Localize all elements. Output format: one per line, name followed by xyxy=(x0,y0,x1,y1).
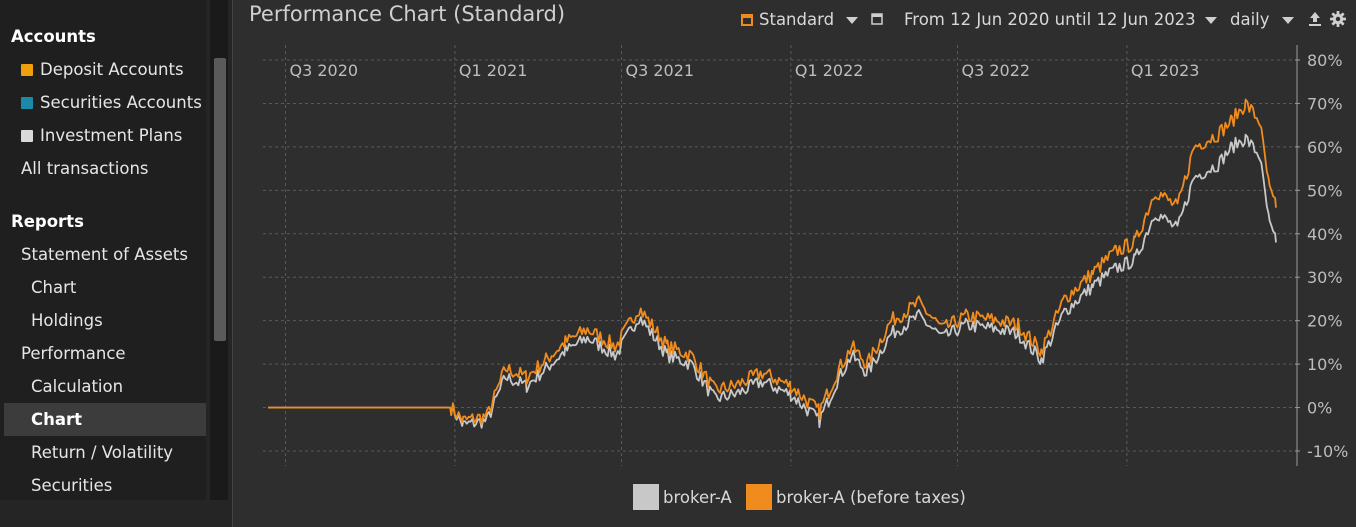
y-tick-label: 20% xyxy=(1307,312,1343,331)
y-tick-label: 30% xyxy=(1307,268,1343,287)
nav-securities[interactable]: Securities xyxy=(31,476,113,495)
y-tick-label: 70% xyxy=(1307,94,1343,113)
y-tick-label: 80% xyxy=(1307,51,1343,70)
nav-statement-chart[interactable]: Chart xyxy=(31,278,77,297)
x-tick-label: Q3 2020 xyxy=(289,61,358,80)
nav-calculation[interactable]: Calculation xyxy=(31,377,124,396)
investment-plans-icon xyxy=(21,130,33,142)
series-line-broker-a xyxy=(268,133,1277,429)
y-tick-label: 0% xyxy=(1307,399,1332,418)
x-tick-label: Q1 2022 xyxy=(795,61,864,80)
y-tick-label: -10% xyxy=(1307,442,1348,461)
nav-investment-plans-label: Investment Plans xyxy=(40,126,183,145)
config-dropdown-icon[interactable] xyxy=(846,17,858,24)
nav-statement-of-assets[interactable]: Statement of Assets xyxy=(21,245,188,264)
nav-deposit-accounts-label: Deposit Accounts xyxy=(40,60,184,79)
accounts-heading: Accounts xyxy=(11,27,96,46)
bookmark-icon xyxy=(741,14,753,26)
legend-swatch-broker-a xyxy=(633,484,659,510)
interval-selector[interactable]: daily xyxy=(1230,10,1270,29)
y-tick-label: 40% xyxy=(1307,225,1343,244)
x-tick-label: Q1 2023 xyxy=(1131,61,1200,80)
x-tick-label: Q3 2022 xyxy=(961,61,1030,80)
nav-investment-plans[interactable]: Investment Plans xyxy=(21,126,182,145)
nav-deposit-accounts[interactable]: Deposit Accounts xyxy=(21,60,184,79)
config-selector[interactable]: Standard xyxy=(741,10,834,29)
y-tick-label: 50% xyxy=(1307,181,1343,200)
gear-icon[interactable] xyxy=(1329,10,1347,28)
securities-accounts-icon xyxy=(21,97,33,109)
performance-chart[interactable]: 80% 70% 60% 50% 40% 30% 20% 10% 0% -10% Q3 2020 Q1 … xyxy=(233,0,1356,527)
y-tick-label: 10% xyxy=(1307,355,1343,374)
deposit-accounts-icon xyxy=(21,64,33,76)
nav-performance[interactable]: Performance xyxy=(21,344,126,363)
nav-securities-accounts[interactable]: Securities Accounts xyxy=(21,93,202,112)
period-dropdown-icon[interactable] xyxy=(1205,17,1217,24)
reports-heading: Reports xyxy=(11,212,84,231)
nav-return-volatility[interactable]: Return / Volatility xyxy=(31,443,174,462)
nav-all-transactions[interactable]: All transactions xyxy=(21,159,149,178)
calendar-icon[interactable] xyxy=(871,13,883,25)
chart-view: Performance Chart (Standard) Standard Fr… xyxy=(232,0,1356,527)
nav-holdings[interactable]: Holdings xyxy=(31,311,103,330)
y-tick-label: 60% xyxy=(1307,138,1343,157)
interval-dropdown-icon[interactable] xyxy=(1282,17,1294,24)
nav-securities-accounts-label: Securities Accounts xyxy=(40,93,202,112)
x-tick-label: Q1 2021 xyxy=(459,61,528,80)
period-selector[interactable]: From 12 Jun 2020 until 12 Jun 2023 xyxy=(904,10,1196,29)
legend-swatch-broker-a-before-taxes xyxy=(746,484,772,510)
legend-label-broker-a: broker-A xyxy=(663,488,732,507)
sidebar: Accounts Deposit Accounts Securities Acc… xyxy=(0,0,232,527)
sidebar-scrollbar-thumb[interactable] xyxy=(214,58,226,341)
legend-label-broker-a-before-taxes: broker-A (before taxes) xyxy=(776,488,966,507)
export-icon[interactable] xyxy=(1307,11,1323,27)
x-tick-label: Q3 2021 xyxy=(625,61,694,80)
nav-performance-chart[interactable]: Chart xyxy=(4,403,206,436)
config-label: Standard xyxy=(759,10,835,29)
series-line-broker-a-before-taxes xyxy=(268,98,1277,426)
page-title: Performance Chart (Standard) xyxy=(249,2,566,26)
